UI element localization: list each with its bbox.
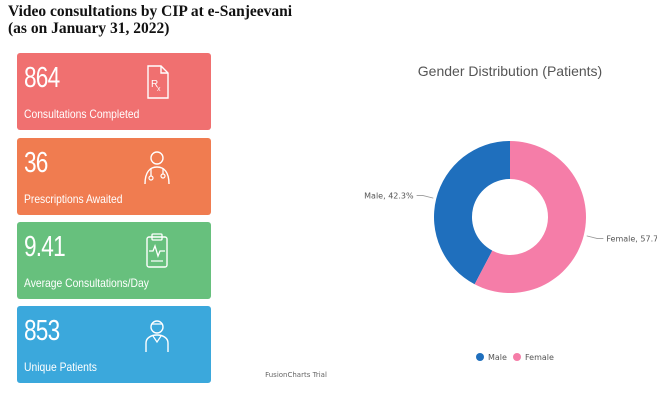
card-label: Average Consultations/Day (24, 276, 149, 290)
card-label: Prescriptions Awaited (24, 192, 123, 206)
page-title-line-2: (as on January 31, 2022) (8, 20, 170, 37)
svg-text:x: x (157, 86, 161, 93)
consultations-completed-card: 864 Consultations Completed R x (17, 53, 211, 130)
leader-line-male (416, 195, 434, 199)
leader-line-female (586, 235, 604, 239)
average-consultations-card: 9.41 Average Consultations/Day (17, 222, 211, 299)
prescriptions-awaited-card: 36 Prescriptions Awaited (17, 138, 211, 215)
card-label: Unique Patients (24, 360, 97, 374)
svg-text:R: R (151, 79, 158, 90)
legend-marker-male[interactable] (476, 353, 484, 361)
card-value: 864 (24, 62, 60, 94)
slice-female[interactable] (474, 141, 586, 293)
card-value: 9.41 (24, 231, 66, 263)
legend-label-male[interactable]: Male (488, 353, 507, 362)
slice-label-male: Male, 42.3% (364, 191, 414, 200)
patient-icon (145, 320, 169, 352)
slice-male[interactable] (433, 140, 510, 285)
prescription-rx-icon: R x (147, 65, 169, 99)
page-title-line-1: Video consultations by CIP at e-Sanjeeva… (8, 3, 293, 20)
slice-label-female: Female, 57.7% (606, 235, 657, 244)
card-value: 36 (24, 147, 48, 179)
doctor-icon (144, 151, 170, 185)
chart-title: Gender Distribution (Patients) (418, 63, 602, 79)
fusioncharts-watermark: FusionCharts Trial (265, 371, 327, 379)
card-value: 853 (24, 315, 60, 347)
card-label: Consultations Completed (24, 107, 140, 121)
unique-patients-card: 853 Unique Patients (17, 306, 211, 383)
legend-marker-female[interactable] (513, 353, 521, 361)
legend-label-female[interactable]: Female (525, 353, 554, 362)
page-title: Video consultations by CIP at e-Sanjeeva… (8, 3, 292, 37)
clipboard-pulse-icon (146, 233, 168, 268)
